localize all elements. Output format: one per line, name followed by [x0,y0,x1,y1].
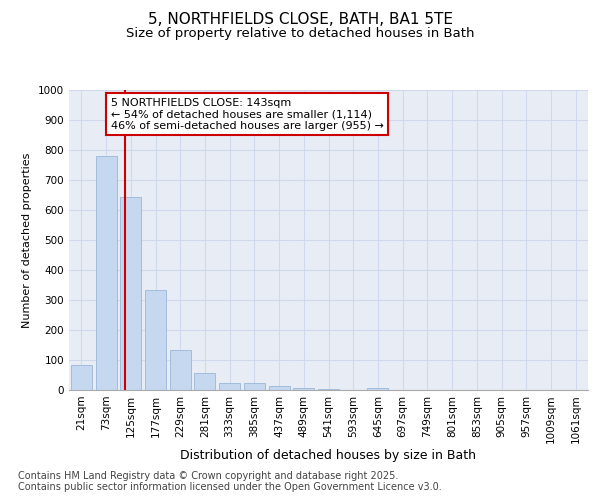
Bar [120,196,141,390]
Bar [95,156,116,390]
Text: 5, NORTHFIELDS CLOSE, BATH, BA1 5TE: 5, NORTHFIELDS CLOSE, BATH, BA1 5TE [148,12,452,28]
Bar [194,372,215,390]
Bar [145,290,166,390]
Text: Size of property relative to detached houses in Bath: Size of property relative to detached ho… [126,28,474,40]
Text: Contains HM Land Registry data © Crown copyright and database right 2025.
Contai: Contains HM Land Registry data © Crown c… [18,471,442,492]
Y-axis label: Number of detached properties: Number of detached properties [22,152,32,328]
Bar [244,384,265,390]
Text: 5 NORTHFIELDS CLOSE: 143sqm
← 54% of detached houses are smaller (1,114)
46% of : 5 NORTHFIELDS CLOSE: 143sqm ← 54% of det… [110,98,383,130]
Bar [71,366,92,390]
Bar [269,386,290,390]
Bar [318,388,339,390]
Bar [170,350,191,390]
Bar [367,388,388,390]
X-axis label: Distribution of detached houses by size in Bath: Distribution of detached houses by size … [181,449,476,462]
Bar [219,382,240,390]
Bar [293,388,314,390]
